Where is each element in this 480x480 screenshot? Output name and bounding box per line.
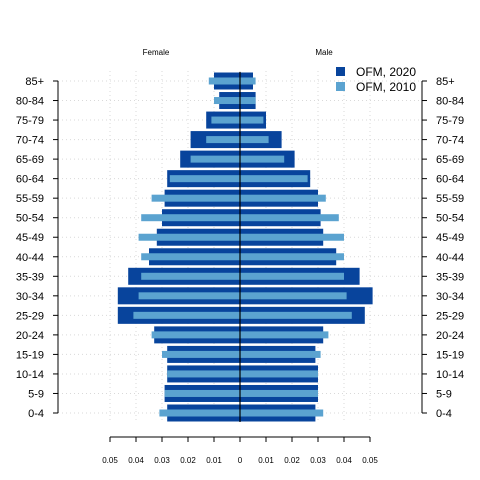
x-tick-label: 0 [238, 456, 243, 465]
legend: OFM, 2020 OFM, 2010 [336, 65, 416, 94]
legend-label-2010: OFM, 2010 [356, 80, 416, 94]
y-tick-label-right: 20-24 [436, 330, 464, 342]
x-tick-label: 0.02 [284, 456, 300, 465]
bar-male-2010 [240, 155, 285, 163]
x-tick-label: 0.04 [336, 456, 352, 465]
bar-male-2010 [240, 136, 269, 144]
axes: 0-4 0-4 5-9 5-9 10-14 10-14 15-19 15-19 20-24 20-… [16, 72, 464, 465]
bar-female-2010 [151, 331, 240, 339]
x-tick-label: 0.01 [206, 456, 222, 465]
y-tick-label-left: 35-39 [16, 271, 44, 283]
y-tick-label-left: 20-24 [16, 330, 44, 342]
y-tick-label-right: 60-64 [436, 174, 464, 186]
y-tick-label-left: 40-44 [16, 252, 44, 264]
y-tick-label-left: 45-49 [16, 232, 44, 244]
bar-female-2010 [138, 292, 240, 300]
x-tick-label: 0.03 [154, 456, 170, 465]
bar-male-2010 [240, 389, 318, 397]
bar-female-2010 [141, 253, 240, 261]
bar-female-2010 [133, 311, 240, 319]
y-tick-label-right: 85+ [436, 76, 455, 88]
bar-female-2010 [208, 77, 240, 85]
bar-female-2010 [151, 194, 240, 202]
bar-male-2010 [240, 116, 264, 124]
x-tick-label: 0.03 [310, 456, 326, 465]
x-tick-label: 0.01 [258, 456, 274, 465]
bar-male-2010 [240, 233, 344, 241]
bar-female-2010 [159, 409, 240, 417]
bar-male-2010 [240, 350, 321, 358]
bar-male-2010 [240, 311, 352, 319]
y-tick-label-right: 40-44 [436, 252, 464, 264]
bar-female-2010 [141, 214, 240, 222]
bar-male-2010 [240, 194, 326, 202]
bar-female-2010 [211, 116, 240, 124]
y-tick-label-right: 55-59 [436, 193, 464, 205]
y-tick-label-left: 75-79 [16, 115, 44, 127]
y-tick-label-left: 65-69 [16, 154, 44, 166]
bar-male-2010 [240, 331, 329, 339]
y-tick-label-left: 55-59 [16, 193, 44, 205]
y-tick-label-left: 25-29 [16, 310, 44, 322]
bar-male-2010 [240, 409, 324, 417]
legend-label-2020: OFM, 2020 [356, 65, 416, 79]
y-tick-label-left: 85+ [25, 76, 44, 88]
y-tick-label-right: 35-39 [436, 271, 464, 283]
y-tick-label-left: 60-64 [16, 174, 44, 186]
bar-male-2010 [240, 214, 339, 222]
legend-swatch-2020 [336, 67, 345, 76]
x-tick-label: 0.02 [180, 456, 196, 465]
bar-male-2010 [240, 77, 256, 85]
bar-female-2010 [214, 97, 240, 105]
y-tick-label-left: 15-19 [16, 349, 44, 361]
y-tick-label-right: 5-9 [436, 388, 452, 400]
x-tick-label: 0.05 [362, 456, 378, 465]
bar-female-2010 [169, 175, 240, 183]
x-tick-label: 0.05 [102, 456, 118, 465]
bar-female-2010 [162, 350, 240, 358]
x-tick-label: 0.04 [128, 456, 144, 465]
y-tick-label-right: 80-84 [436, 96, 464, 108]
bar-male-2010 [240, 292, 347, 300]
y-tick-label-left: 70-74 [16, 135, 44, 147]
panel-label-male: Male [315, 48, 333, 57]
y-tick-label-left: 80-84 [16, 96, 44, 108]
bar-female-2010 [138, 233, 240, 241]
y-tick-label-right: 15-19 [436, 349, 464, 361]
bars [117, 72, 373, 422]
y-tick-label-right: 45-49 [436, 232, 464, 244]
y-tick-label-right: 25-29 [436, 310, 464, 322]
y-tick-label-left: 10-14 [16, 369, 44, 381]
y-tick-label-right: 50-54 [436, 213, 464, 225]
bar-female-2010 [141, 272, 240, 280]
legend-swatch-2010 [336, 82, 345, 91]
y-tick-label-right: 70-74 [436, 135, 464, 147]
bar-female-2010 [164, 389, 240, 397]
y-tick-label-left: 30-34 [16, 291, 44, 303]
bar-female-2010 [190, 155, 240, 163]
y-tick-label-right: 0-4 [436, 408, 452, 420]
bar-male-2010 [240, 272, 344, 280]
y-tick-label-right: 75-79 [436, 115, 464, 127]
y-tick-label-left: 50-54 [16, 213, 44, 225]
bar-male-2010 [240, 253, 344, 261]
y-tick-label-right: 65-69 [436, 154, 464, 166]
y-tick-label-left: 0-4 [28, 408, 44, 420]
y-tick-label-right: 30-34 [436, 291, 464, 303]
bar-male-2010 [240, 370, 318, 378]
bar-male-2010 [240, 175, 308, 183]
bar-male-2010 [240, 97, 256, 105]
panel-label-female: Female [143, 48, 170, 57]
bar-female-2010 [206, 136, 240, 144]
y-tick-label-left: 5-9 [28, 388, 44, 400]
y-tick-label-right: 10-14 [436, 369, 464, 381]
bar-female-2010 [167, 370, 240, 378]
